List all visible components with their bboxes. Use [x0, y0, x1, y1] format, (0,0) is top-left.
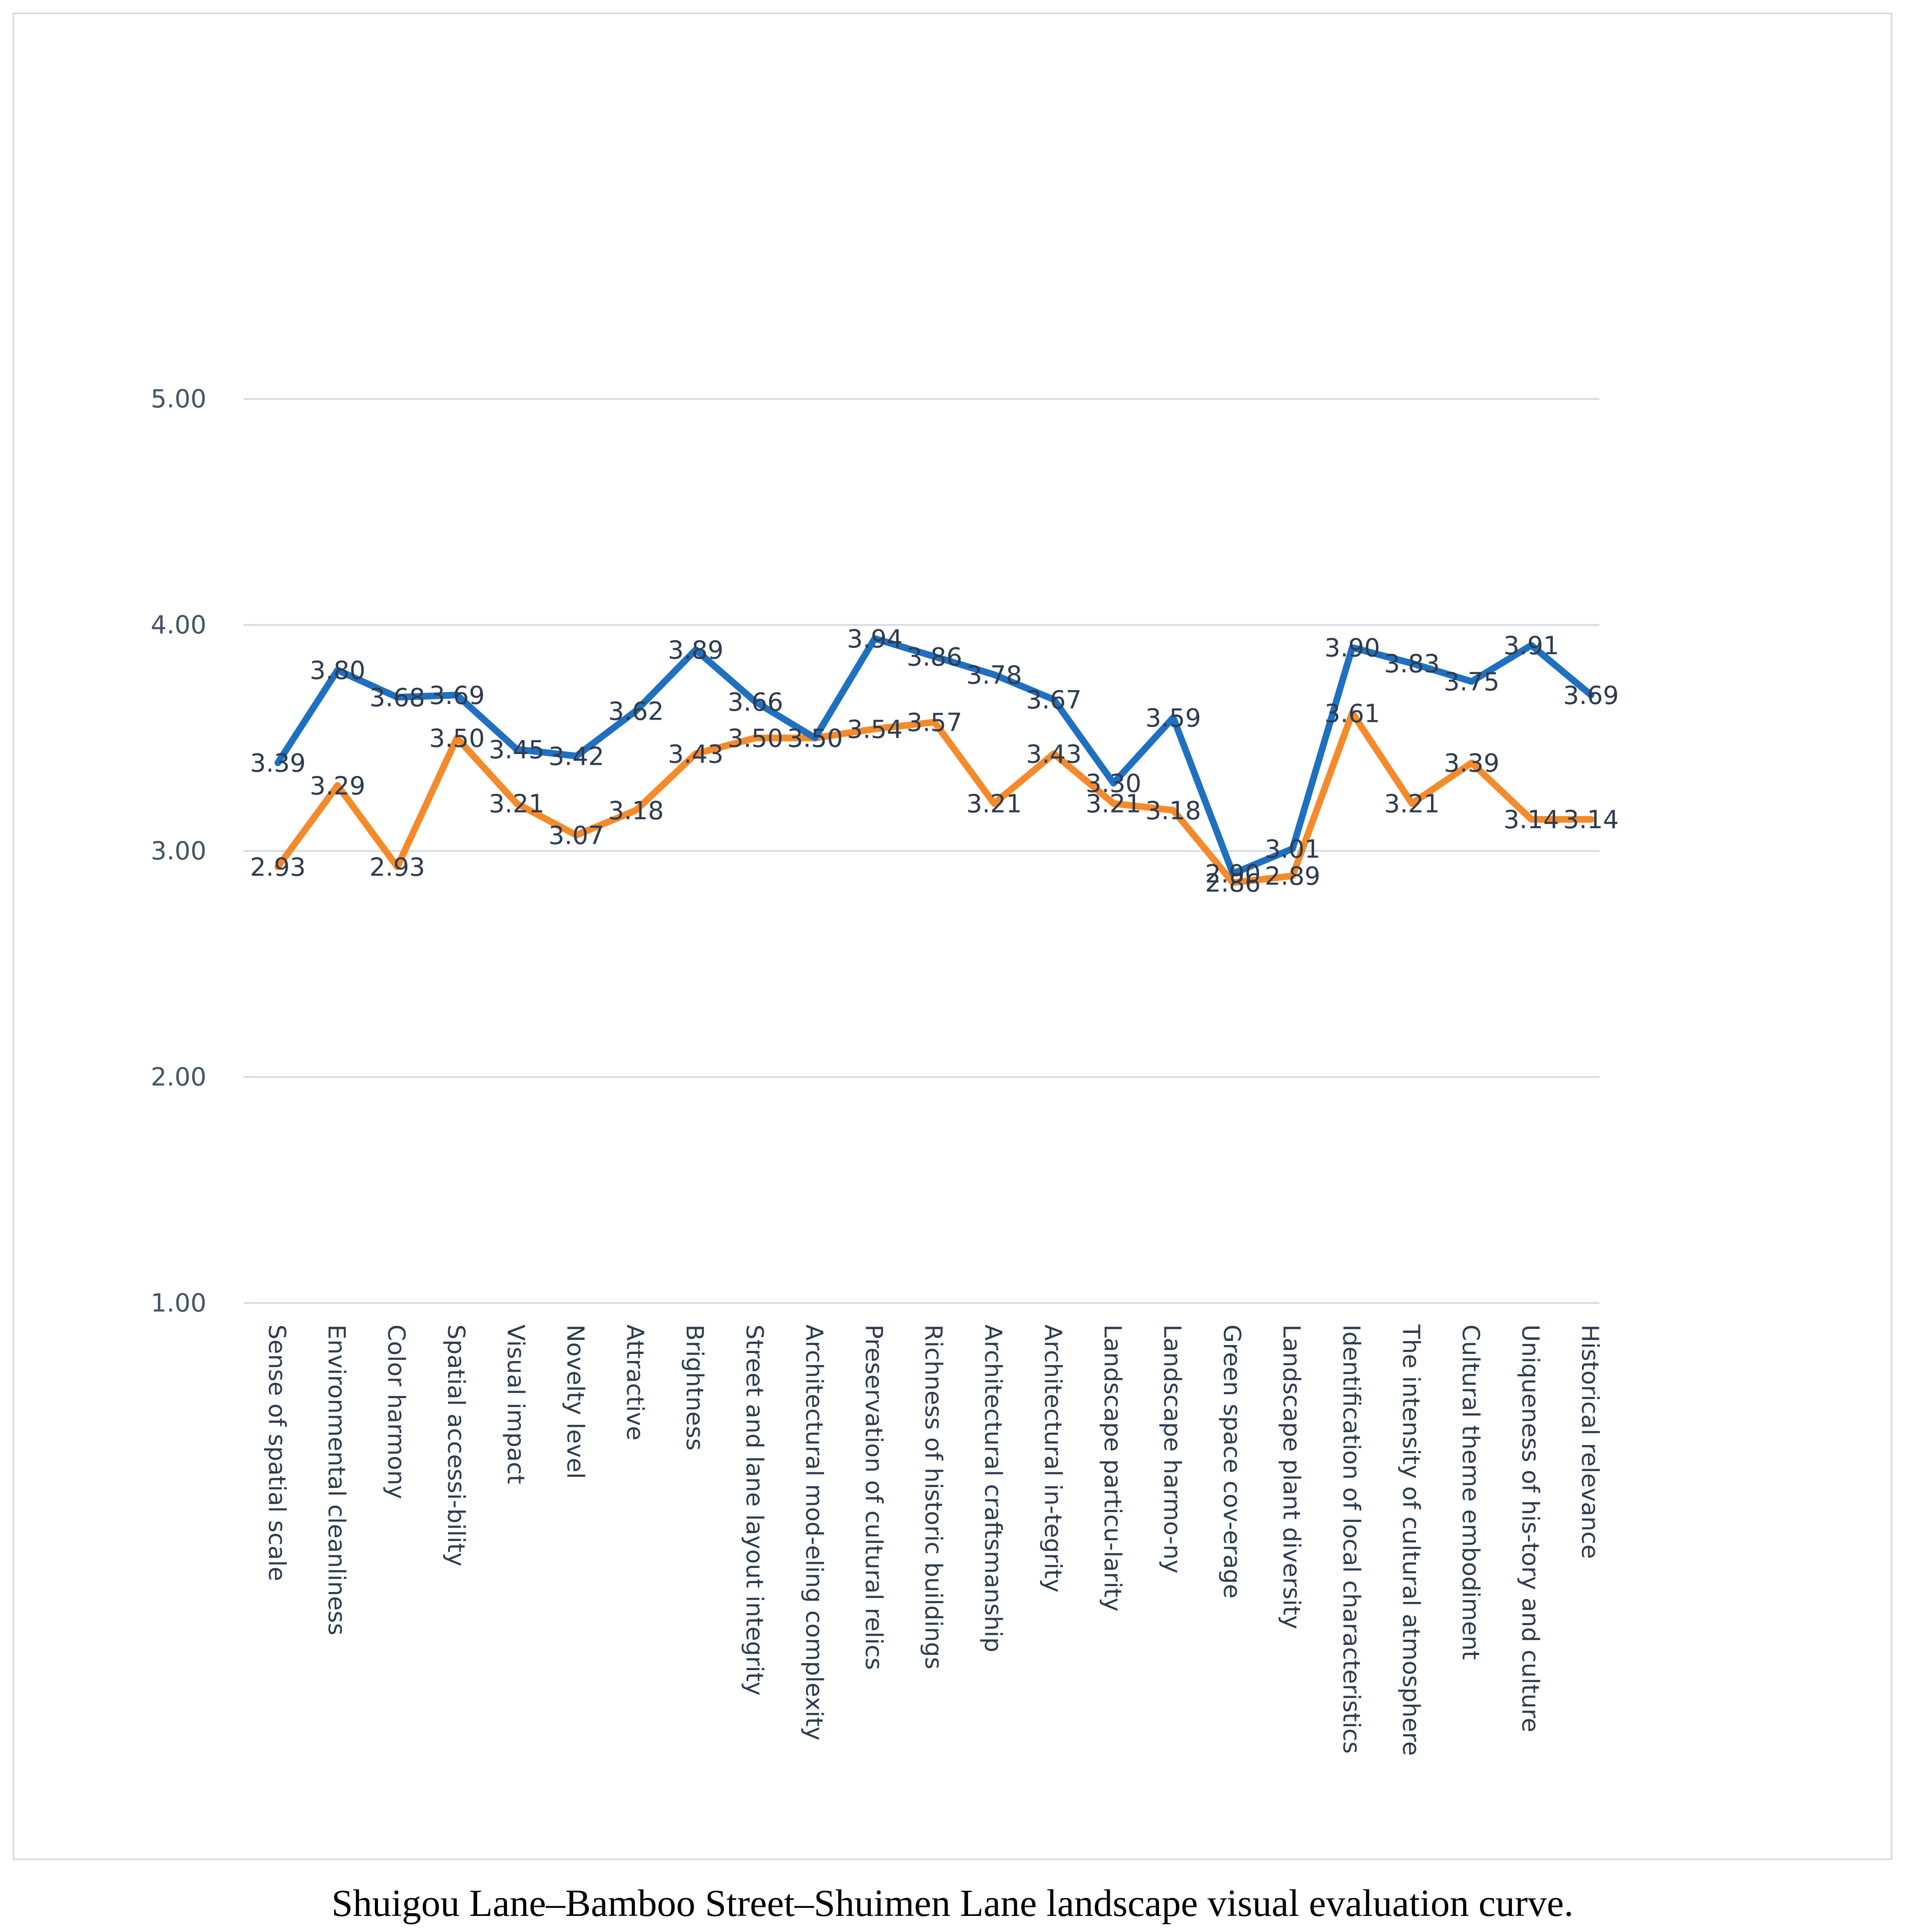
data-label-series-2: 3.50 — [429, 724, 485, 753]
data-label-series-1: 3.01 — [1265, 835, 1321, 864]
data-label-series-2: 3.21 — [489, 790, 545, 819]
data-label-series-2: 3.54 — [847, 715, 903, 744]
x-category-label: Color harmony — [382, 1324, 410, 1499]
data-label-series-2: 2.89 — [1265, 862, 1321, 891]
data-label-series-2: 3.21 — [1086, 790, 1141, 819]
data-label-series-2: 3.14 — [1563, 805, 1619, 834]
x-category-label: Architectural in-tegrity — [1039, 1324, 1066, 1593]
x-category-label: Uniqueness of his-tory and culture — [1517, 1324, 1544, 1732]
data-label-series-1: 3.94 — [847, 624, 903, 654]
data-label-series-1: 3.50 — [787, 724, 843, 753]
data-label-series-1: 3.45 — [489, 735, 545, 764]
data-label-series-1: 2.90 — [1205, 860, 1261, 889]
x-category-label: Landscape plant diversity — [1278, 1324, 1305, 1629]
data-label-series-2: 3.57 — [906, 708, 962, 738]
x-category-label: Identification of local characteristics — [1338, 1324, 1365, 1754]
data-label-series-2: 3.43 — [1026, 740, 1082, 769]
x-category-label: Spatial accessi-bility — [442, 1324, 470, 1567]
data-label-series-2: 3.50 — [727, 724, 783, 753]
data-label-series-1: 3.42 — [549, 742, 604, 771]
x-axis-categories: Sense of spatial scale Environmental clea… — [263, 1324, 1603, 1756]
x-category-label: Visual impact — [502, 1324, 529, 1484]
data-label-series-1: 3.39 — [250, 749, 306, 778]
data-label-series-2: 3.43 — [668, 740, 724, 769]
data-label-series-2: 3.07 — [549, 821, 604, 851]
x-category-label: The intensity of cultural atmosphere — [1397, 1324, 1424, 1756]
x-category-label: Novelty level — [562, 1324, 589, 1479]
data-label-series-2: 3.18 — [608, 796, 664, 826]
data-label-series-2: 3.14 — [1503, 805, 1559, 834]
data-label-series-2: 3.61 — [1324, 699, 1380, 728]
data-label-series-1: 3.69 — [1563, 681, 1619, 710]
data-label-series-1: 3.66 — [727, 688, 783, 717]
data-label-series-2: 3.21 — [966, 790, 1022, 819]
series-line-2 — [274, 709, 1594, 886]
y-tick-label: 3.00 — [151, 837, 206, 866]
x-category-label: Architectural mod-eling complexity — [800, 1324, 827, 1741]
chart-frame — [13, 13, 1892, 1860]
data-labels: 3.393.803.68 3.693.45 3.423.623.893.663.50… — [250, 624, 1619, 897]
data-label-series-1: 3.91 — [1503, 632, 1559, 661]
data-label-series-2: 3.18 — [1146, 796, 1201, 826]
gridlines — [243, 398, 1599, 1304]
x-category-label: Landscape particu-larity — [1099, 1324, 1126, 1612]
data-label-series-1: 3.83 — [1384, 650, 1440, 679]
data-label-series-2: 3.29 — [310, 771, 365, 800]
y-tick-label: 2.00 — [151, 1063, 206, 1092]
data-label-series-1: 3.78 — [966, 661, 1022, 690]
x-category-label: Attractive — [621, 1324, 649, 1441]
x-category-label: Richness of historic buildings — [920, 1324, 947, 1669]
chart-caption: Shuigou Lane–Bamboo Street–Shuimen Lane … — [331, 1882, 1574, 1924]
y-tick-label: 1.00 — [151, 1289, 206, 1318]
data-label-series-2: 3.21 — [1384, 790, 1440, 819]
series-lines — [274, 635, 1594, 886]
x-category-label: Preservation of cultural relics — [860, 1324, 887, 1670]
data-label-series-2: 3.39 — [1444, 749, 1500, 778]
data-label-series-1: 3.90 — [1324, 634, 1380, 663]
x-category-label: Street and lane layout integrity — [741, 1324, 768, 1696]
x-category-label: Green space cov-erage — [1218, 1324, 1246, 1598]
series-line-1 — [274, 635, 1594, 877]
x-category-label: Cultural theme embodiment — [1457, 1324, 1484, 1660]
y-tick-label: 5.00 — [151, 385, 206, 414]
data-label-series-2: 3.50 — [787, 724, 843, 753]
x-category-label: Brightness — [681, 1324, 708, 1450]
x-category-label: Sense of spatial scale — [263, 1324, 290, 1581]
data-label-series-1: 3.86 — [906, 643, 962, 672]
data-label-series-1: 3.69 — [429, 681, 485, 710]
data-label-series-2: 2.93 — [369, 853, 425, 882]
data-label-series-2: 2.93 — [250, 853, 306, 882]
y-axis-ticks: 1.00 2.00 3.00 4.00 5.00 — [151, 385, 206, 1318]
data-label-series-1: 3.30 — [1086, 769, 1141, 798]
x-category-label: Architectural craftsmanship — [979, 1324, 1007, 1652]
data-label-series-1: 3.75 — [1444, 668, 1500, 697]
x-category-label: Landscape harmo-ny — [1158, 1324, 1186, 1574]
x-category-label: Historical relevance — [1576, 1324, 1603, 1559]
x-category-label: Environmental cleanliness — [323, 1324, 350, 1635]
data-label-series-1: 3.80 — [310, 656, 365, 685]
y-tick-label: 4.00 — [151, 611, 206, 640]
data-label-series-1: 3.89 — [668, 636, 724, 665]
data-label-series-1: 3.62 — [608, 697, 664, 726]
data-label-series-1: 3.59 — [1146, 704, 1201, 733]
data-label-series-2: 2.86 — [1205, 869, 1261, 898]
data-label-series-1: 3.68 — [369, 683, 425, 712]
data-label-series-1: 3.67 — [1026, 686, 1082, 715]
